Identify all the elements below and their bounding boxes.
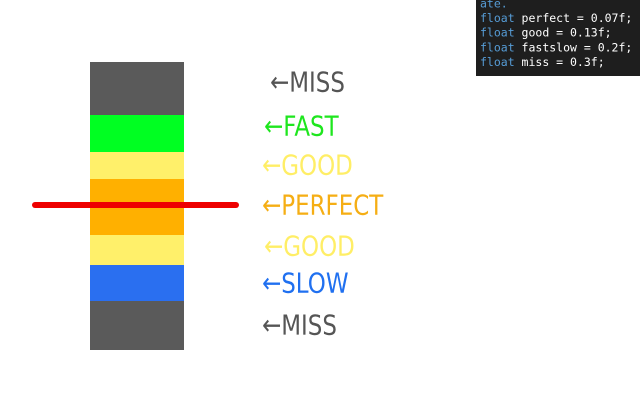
judgement-label: ←SLOW — [262, 268, 349, 301]
code-text: fastslow = 0.2f; — [515, 40, 633, 54]
zone-good — [90, 152, 184, 179]
code-keyword: float — [480, 11, 515, 25]
zone-miss — [90, 301, 184, 350]
code-line: float perfect = 0.07f; — [480, 11, 632, 25]
zone-good — [90, 235, 184, 265]
code-text: miss = 0.3f; — [515, 55, 605, 69]
judgement-label: ←MISS — [270, 67, 345, 100]
code-box — [476, 0, 640, 76]
code-keyword: float — [480, 25, 515, 39]
code-keyword: float — [480, 55, 515, 69]
judgement-label: ←GOOD — [262, 150, 353, 183]
code-line: float miss = 0.3f; — [480, 55, 605, 69]
zone-slow — [90, 265, 184, 301]
code-line: float good = 0.13f; — [480, 25, 612, 39]
code-line: ate. — [480, 0, 508, 11]
judgement-label: ←FAST — [264, 111, 339, 144]
judgement-label: ←GOOD — [264, 231, 355, 264]
code-line: float fastslow = 0.2f; — [480, 40, 632, 54]
code-text: good = 0.13f; — [515, 25, 612, 39]
judgement-label: ←MISS — [262, 310, 337, 343]
zone-fast — [90, 115, 184, 152]
timing-bar — [90, 62, 184, 350]
code-keyword: float — [480, 40, 515, 54]
code-text: perfect = 0.07f; — [515, 11, 633, 25]
judgement-label: ←PERFECT — [262, 190, 384, 223]
zone-miss — [90, 62, 184, 115]
